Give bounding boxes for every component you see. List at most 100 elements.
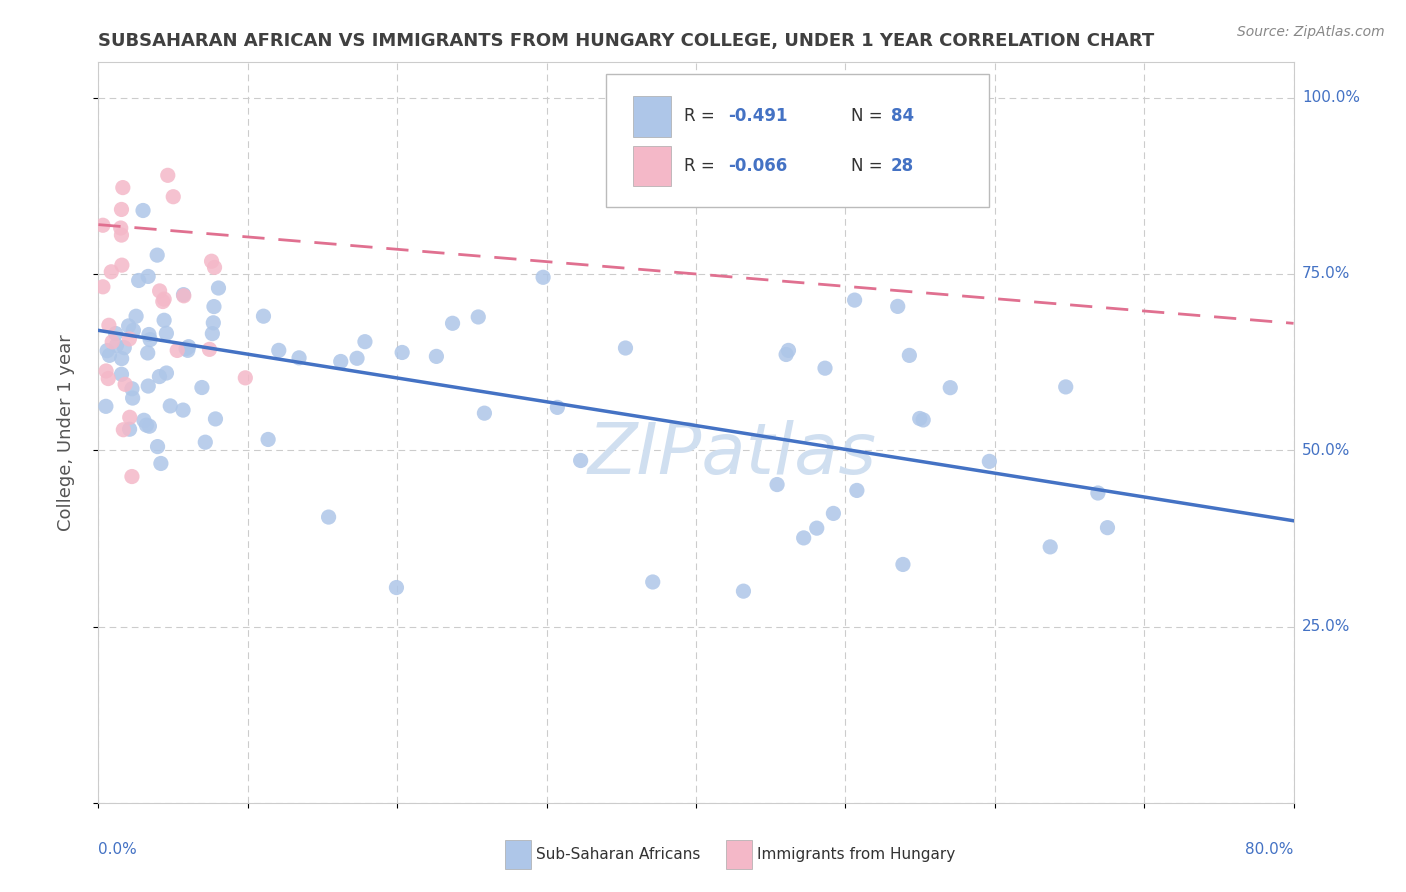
Point	[138, 419, 160, 434]
Point	[778, 343, 800, 358]
Point	[149, 457, 172, 471]
Point	[823, 507, 845, 521]
Point	[153, 292, 176, 306]
Point	[318, 510, 340, 524]
Text: R =: R =	[685, 157, 720, 175]
Point	[177, 343, 200, 358]
Point	[159, 399, 181, 413]
Point	[96, 343, 118, 358]
Point	[641, 574, 664, 589]
Point	[467, 310, 489, 324]
Point	[939, 381, 962, 395]
Text: SUBSAHARAN AFRICAN VS IMMIGRANTS FROM HUNGARY COLLEGE, UNDER 1 YEAR CORRELATION : SUBSAHARAN AFRICAN VS IMMIGRANTS FROM HU…	[98, 32, 1154, 50]
Point	[252, 309, 274, 323]
Point	[111, 180, 134, 194]
Point	[121, 382, 143, 396]
Point	[173, 289, 195, 303]
Text: 25.0%: 25.0%	[1302, 619, 1350, 634]
Point	[912, 413, 935, 427]
Point	[162, 190, 184, 204]
Point	[132, 413, 155, 427]
Point	[257, 433, 280, 447]
Text: 84: 84	[891, 108, 914, 126]
Point	[177, 340, 200, 354]
Point	[111, 351, 134, 366]
Point	[288, 351, 311, 365]
Point	[97, 371, 120, 385]
Point	[112, 341, 135, 355]
Point	[891, 558, 914, 572]
Point	[441, 316, 464, 330]
Text: Sub-Saharan Africans: Sub-Saharan Africans	[536, 847, 700, 863]
Point	[474, 406, 496, 420]
FancyBboxPatch shape	[606, 73, 988, 207]
Point	[94, 400, 117, 414]
Point	[173, 287, 195, 301]
Text: Immigrants from Hungary: Immigrants from Hungary	[756, 847, 955, 863]
Point	[346, 351, 368, 366]
Point	[105, 338, 128, 352]
Point	[898, 348, 921, 362]
Point	[121, 391, 143, 405]
Point	[136, 346, 159, 360]
Point	[112, 423, 135, 437]
Text: 50.0%: 50.0%	[1302, 442, 1350, 458]
Text: 0.0%: 0.0%	[98, 842, 138, 856]
Point	[138, 327, 160, 342]
Point	[148, 369, 170, 384]
Point	[166, 343, 188, 358]
Point	[979, 454, 1001, 468]
Text: Source: ZipAtlas.com: Source: ZipAtlas.com	[1237, 25, 1385, 39]
Text: ZIPatlas: ZIPatlas	[588, 420, 876, 490]
Point	[172, 403, 194, 417]
Point	[569, 453, 592, 467]
Point	[91, 280, 114, 294]
Point	[354, 334, 377, 349]
Point	[121, 469, 143, 483]
Point	[1054, 380, 1077, 394]
Text: N =: N =	[852, 157, 889, 175]
Point	[202, 300, 225, 314]
Text: 100.0%: 100.0%	[1302, 90, 1360, 105]
FancyBboxPatch shape	[725, 840, 752, 870]
Point	[110, 228, 132, 243]
Point	[136, 379, 159, 393]
Point	[100, 265, 122, 279]
Point	[139, 333, 162, 347]
Text: N =: N =	[852, 108, 889, 126]
Point	[546, 401, 568, 415]
Point	[614, 341, 637, 355]
Point	[845, 483, 868, 498]
Point	[125, 310, 148, 324]
Point	[267, 343, 290, 358]
Text: -0.066: -0.066	[728, 157, 787, 175]
Point	[194, 435, 217, 450]
Point	[385, 581, 408, 595]
FancyBboxPatch shape	[505, 840, 531, 870]
Point	[132, 203, 155, 218]
Point	[207, 281, 229, 295]
Point	[191, 380, 214, 394]
Point	[136, 269, 159, 284]
Point	[110, 221, 132, 235]
Point	[1087, 486, 1109, 500]
Point	[198, 343, 221, 357]
Point	[122, 323, 145, 337]
Point	[135, 418, 157, 433]
Point	[200, 254, 222, 268]
Point	[425, 350, 447, 364]
FancyBboxPatch shape	[633, 96, 671, 136]
Point	[152, 294, 174, 309]
Point	[775, 347, 797, 361]
Point	[97, 318, 120, 333]
Point	[329, 354, 352, 368]
Point	[111, 258, 134, 272]
Point	[117, 318, 139, 333]
Point	[146, 248, 169, 262]
Point	[146, 440, 169, 454]
Text: 28: 28	[891, 157, 914, 175]
Point	[1097, 521, 1119, 535]
Point	[155, 366, 177, 380]
Point	[201, 326, 224, 341]
Text: -0.491: -0.491	[728, 108, 787, 126]
